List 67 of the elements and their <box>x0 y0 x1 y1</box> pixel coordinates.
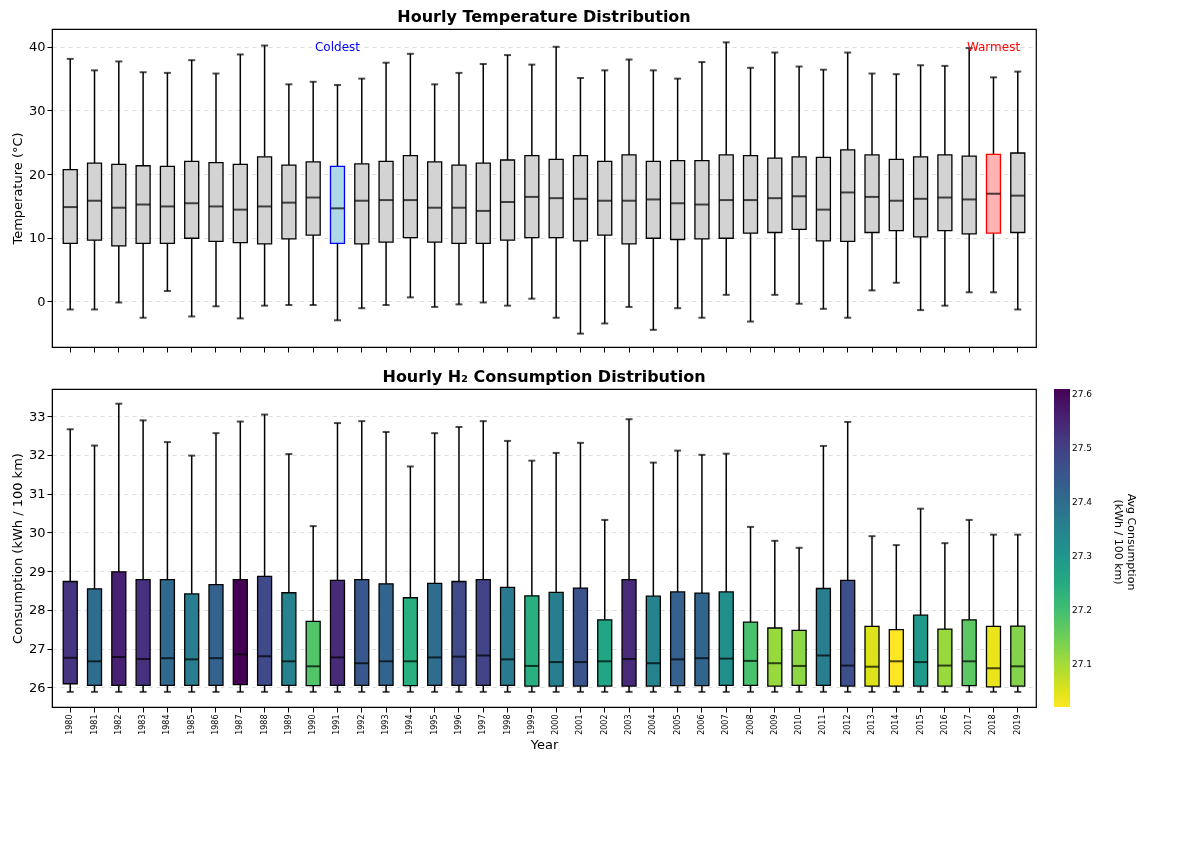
x-tick-label: 1987 <box>235 714 245 735</box>
color-bar-label: 27.3 <box>1072 551 1093 562</box>
y-tick-label: 31 <box>28 486 46 502</box>
x-tick-label: 1984 <box>162 714 172 735</box>
chart-title: Hourly H₂ Consumption Distribution <box>382 367 706 386</box>
x-tick-label: 1999 <box>526 714 536 735</box>
y-tick-label: 27 <box>28 641 46 657</box>
x-tick-label: 2014 <box>891 714 901 735</box>
y-tick-label: 20 <box>28 166 46 182</box>
x-tick-label: 2007 <box>721 714 731 735</box>
x-tick-label: 2004 <box>648 714 658 735</box>
color-bar-label: 27.2 <box>1072 604 1093 615</box>
x-tick-label: 1982 <box>113 714 123 735</box>
x-tick-label: 2005 <box>672 714 682 735</box>
x-tick-label: 2010 <box>794 714 804 735</box>
y-tick-label: 28 <box>28 602 46 618</box>
y-tick-label: 32 <box>28 447 46 463</box>
y-tick-label: 30 <box>28 524 46 540</box>
x-tick-label: 1997 <box>478 714 488 735</box>
x-tick-label: 1988 <box>259 714 269 735</box>
y-tick-label: 29 <box>28 563 46 579</box>
x-tick-label: 1991 <box>332 714 342 735</box>
x-tick-label: 2000 <box>551 714 561 735</box>
x-tick-label: 1980 <box>65 714 75 735</box>
x-tick-label: 2017 <box>964 714 974 735</box>
x-tick-label: 1990 <box>308 714 318 735</box>
x-tick-label: 2011 <box>818 714 828 735</box>
x-tick-label: 2013 <box>867 714 876 735</box>
chart-title: Hourly Temperature Distribution <box>397 7 691 26</box>
annotation: Warmest <box>966 39 1021 54</box>
y-tick-label: 26 <box>28 679 46 695</box>
color-bar-label: 27.1 <box>1072 658 1093 669</box>
x-tick-label: 2006 <box>696 714 706 735</box>
x-tick-label: 2009 <box>769 714 779 735</box>
x-tick-label: 2012 <box>842 714 852 735</box>
x-tick-label: 1994 <box>405 714 415 735</box>
color-bar-label: 27.4 <box>1072 497 1093 508</box>
x-axis-title: Year <box>529 736 559 752</box>
x-tick-label: 1992 <box>356 714 366 735</box>
y-tick-label: 40 <box>28 39 46 55</box>
y-tick-label: 30 <box>28 102 46 118</box>
x-tick-label: 1983 <box>138 714 148 735</box>
color-bar-label: 27.6 <box>1072 389 1093 400</box>
x-tick-label: 2019 <box>1012 714 1022 735</box>
x-tick-label: 1993 <box>381 714 391 735</box>
y-axis-title: Temperature (°C) <box>9 132 25 246</box>
x-tick-label: 1986 <box>211 714 220 735</box>
x-tick-label: 2015 <box>915 714 925 735</box>
color-bar-label: 27.5 <box>1072 443 1093 454</box>
x-tick-label: 2008 <box>745 714 755 735</box>
x-tick-label: 1998 <box>502 714 512 735</box>
x-tick-label: 1985 <box>186 714 196 735</box>
y-tick-label: 0 <box>37 293 46 309</box>
y-tick-label: 33 <box>28 408 46 424</box>
x-tick-label: 2003 <box>624 714 634 735</box>
x-tick-label: 2018 <box>988 714 998 735</box>
annotation: Coldest <box>314 39 361 54</box>
y-axis-title: Consumption (kWh / 100 km) <box>9 453 25 644</box>
x-tick-label: 1989 <box>283 714 293 735</box>
x-tick-label: 2001 <box>575 714 585 735</box>
x-tick-label: 1996 <box>453 714 463 735</box>
x-tick-label: 1995 <box>429 714 439 735</box>
x-tick-label: 2002 <box>599 714 609 735</box>
x-tick-label: 1981 <box>89 714 99 735</box>
color-bar-title: Avg Consumption (kWh / 100 km) <box>1112 493 1138 591</box>
x-tick-label: 2016 <box>939 714 949 735</box>
y-tick-label: 10 <box>28 230 46 246</box>
